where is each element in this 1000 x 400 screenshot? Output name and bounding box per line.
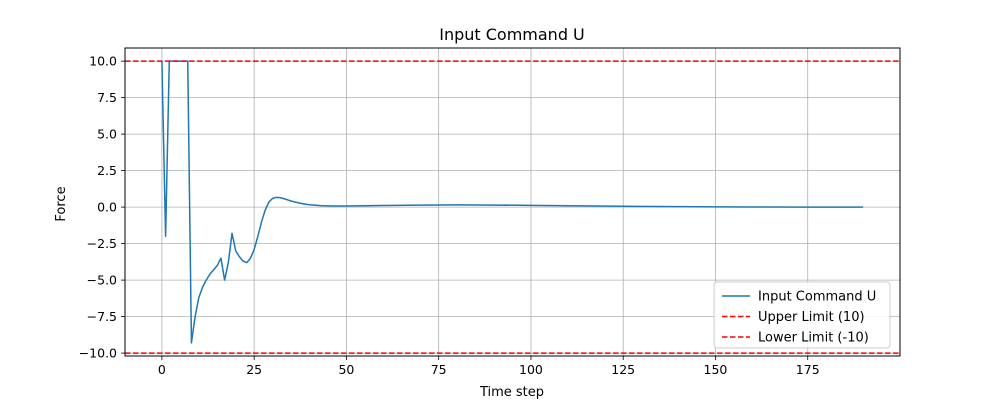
y-tick-label: −10.0 [79,346,117,361]
y-tick-label: 10.0 [89,54,117,69]
chart-title: Input Command U [439,25,585,44]
x-axis-label: Time step [479,385,544,400]
y-tick-label: 0.0 [97,200,117,215]
y-tick-label: 5.0 [97,127,117,142]
legend-label-1: Upper Limit (10) [758,310,865,325]
y-tick-label: −5.0 [87,273,117,288]
plot-area [125,60,900,354]
x-tick-label: 75 [431,362,447,377]
x-tick-label: 50 [338,362,354,377]
y-axis-ticks: −10.0 −7.5 −5.0 −2.5 0.0 2.5 5.0 7.5 10.0 [79,54,125,361]
y-tick-label: 2.5 [97,163,117,178]
x-tick-label: 150 [704,362,728,377]
plot-frame [124,47,901,357]
x-tick-label: 0 [158,362,166,377]
y-tick-label: −7.5 [87,309,117,324]
x-axis-ticks: 0 25 50 75 100 125 150 175 [158,356,820,377]
x-tick-label: 125 [611,362,635,377]
legend-box [713,281,891,349]
series-line-0 [161,60,864,344]
x-tick-label: 175 [796,362,820,377]
y-tick-label: −2.5 [87,236,117,251]
x-tick-label: 100 [519,362,543,377]
legend-label-2: Lower Limit (-10) [758,331,869,346]
x-tick-label: 25 [246,362,262,377]
legend: Input Command U Upper Limit (10) Lower Lim… [713,281,891,349]
y-tick-label: 7.5 [97,90,117,105]
y-axis-label: Force [54,186,69,221]
legend-label-0: Input Command U [758,290,876,305]
